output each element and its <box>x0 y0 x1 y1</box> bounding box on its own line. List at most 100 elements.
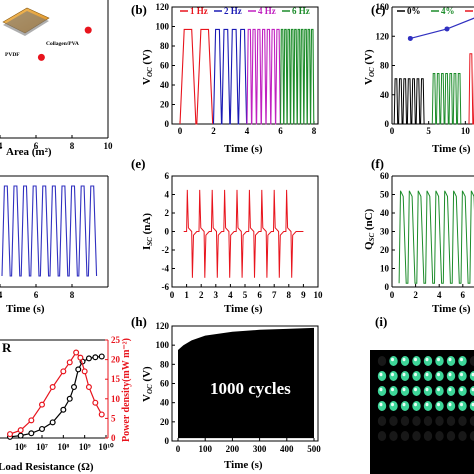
h-x-tick-label: 100 <box>198 444 212 454</box>
c-y-label: VOC (V) <box>363 49 376 85</box>
f-x-label: Time (s) <box>432 303 471 315</box>
g-y2-tick-label: 20 <box>111 355 121 365</box>
g-series-line <box>9 351 103 435</box>
led-highlight <box>414 387 417 392</box>
e-x-tick-label: 7 <box>272 290 277 300</box>
led-highlight <box>379 372 383 377</box>
h-y-tick-label: 100 <box>156 340 170 350</box>
g-series-point <box>70 384 77 391</box>
e-x-tick-label: 6 <box>257 290 262 300</box>
f-y-tick-label: 30 <box>380 227 390 237</box>
led-highlight <box>379 387 383 392</box>
g-x-tick-label: 10⁸ <box>57 442 69 452</box>
g-series-point <box>73 349 80 356</box>
led-lit <box>423 401 433 411</box>
device-sheet-bottom <box>3 11 49 36</box>
f-y-tick-label: 60 <box>380 171 390 181</box>
c-legend-label: 4% <box>441 6 455 16</box>
g-y2-tick-label: 25 <box>111 335 121 345</box>
c-y-tick-label: 40 <box>380 90 390 100</box>
g-y2-label: Power density(mW m⁻²) <box>121 338 132 442</box>
e-x-tick-label: 0 <box>170 290 175 300</box>
led-off <box>423 431 433 441</box>
led-lit <box>446 401 456 411</box>
led-off <box>400 431 410 441</box>
panel-label-e: (e) <box>131 156 145 171</box>
b-x-tick-label: 6 <box>278 126 283 136</box>
led-highlight <box>448 357 452 362</box>
h-x-tick-label: 0 <box>176 444 181 454</box>
g-series-point <box>28 430 35 437</box>
led-highlight <box>437 387 440 392</box>
c-legend: 0%4%6% <box>397 6 473 16</box>
h-y-tick-label: 80 <box>160 359 170 369</box>
g-series-point <box>49 384 56 391</box>
panel-label-c: (c) <box>371 2 385 17</box>
b-x-tick-label: 4 <box>245 126 250 136</box>
led-off <box>423 416 433 426</box>
led-highlight <box>448 387 452 392</box>
c-y-tick-label: 160 <box>376 2 390 12</box>
led-lit <box>412 356 421 366</box>
led-highlight <box>471 372 474 377</box>
g-series-point <box>77 354 84 361</box>
a-x-ticks: 4 6 8 10 <box>0 135 113 151</box>
led-lit <box>400 371 410 381</box>
e-x-tick-label: 3 <box>214 290 219 300</box>
g-series-point <box>85 355 92 362</box>
panel-i: (i) <box>370 314 474 474</box>
led-off <box>446 416 456 426</box>
led-off <box>377 431 387 441</box>
led-lit <box>412 386 421 396</box>
led-off <box>435 431 444 441</box>
led-off <box>377 416 387 426</box>
e-x-tick-label: 10 <box>314 290 324 300</box>
f-x-tick-label: 2 <box>413 290 418 300</box>
b-series-line <box>179 28 214 125</box>
panel-label-i: (i) <box>375 314 387 329</box>
g-x-tick-label: 10⁷ <box>36 442 48 452</box>
b-legend-label: 4 Hz <box>258 6 276 16</box>
e-series <box>183 189 304 278</box>
led-highlight <box>414 372 417 377</box>
e-x-label: Time (s) <box>224 303 263 315</box>
f-y-tick-label: 10 <box>380 264 390 274</box>
f-x-tick-label: 0 <box>390 290 395 300</box>
f-series-line <box>398 190 474 284</box>
led-lit <box>446 386 456 396</box>
c-ticks: 0 40 80 120 160 0 5 10 <box>376 2 471 136</box>
f-x-tick-label: 6 <box>461 290 466 300</box>
c-y-tick-label: 120 <box>376 31 390 41</box>
led-lit <box>377 371 387 381</box>
e-y-tick-label: 0 <box>165 227 170 237</box>
led-highlight <box>402 387 406 392</box>
panel-label-h: (h) <box>131 314 147 329</box>
a-x-label: Area (m²) <box>6 146 52 158</box>
led-highlight <box>391 402 394 407</box>
b-y-tick-label: 40 <box>160 80 170 90</box>
g-series-point <box>85 384 92 391</box>
g-series-point <box>60 406 67 413</box>
f-y-label: QSC (nC) <box>363 208 376 250</box>
g-series-point <box>17 427 24 434</box>
led-highlight <box>425 387 429 392</box>
led-photo <box>370 350 474 474</box>
led-lit <box>412 401 421 411</box>
b-series-line <box>212 28 248 125</box>
led-lit <box>458 356 467 366</box>
h-series <box>178 327 314 439</box>
f-y-tick-label: 40 <box>380 208 390 218</box>
panel-f: (f) 0 10 20 30 40 50 60 0 2 4 6 QSC (nC) Time (s) <box>363 156 474 315</box>
h-y-tick-label: 40 <box>160 398 170 408</box>
led-highlight <box>414 357 417 362</box>
led-lit <box>389 401 398 411</box>
g-y2-tick-label: 15 <box>111 374 121 384</box>
e-x-tick-label: 2 <box>199 290 204 300</box>
led-array <box>377 356 474 441</box>
led-lit <box>389 371 398 381</box>
b-x-tick-label: 8 <box>312 126 317 136</box>
